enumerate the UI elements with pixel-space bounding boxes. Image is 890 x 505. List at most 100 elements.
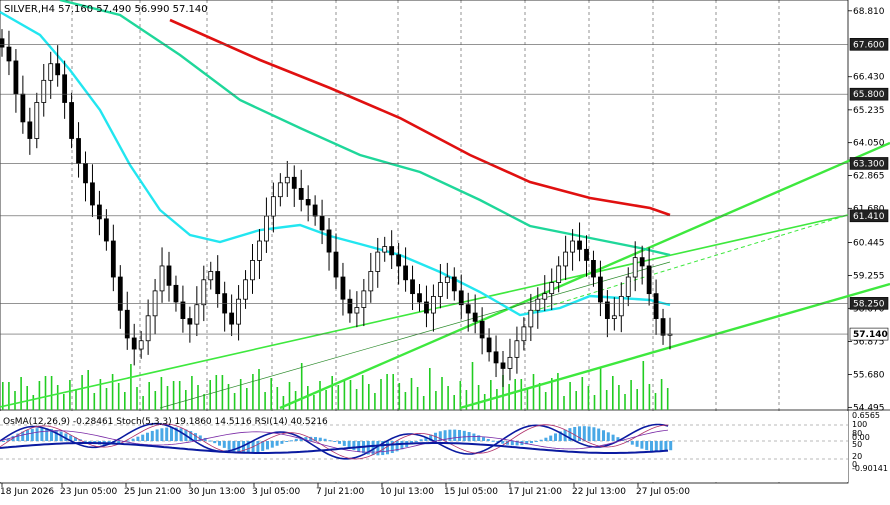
volume-bar [642, 361, 645, 410]
volume-bar [209, 380, 211, 410]
candle-body [389, 246, 395, 256]
channel-middle-line [0, 214, 849, 408]
candle-body [159, 265, 165, 292]
osma-bar [160, 428, 164, 441]
volume-bar [349, 380, 352, 410]
candle-body [270, 196, 276, 217]
osma-bar [386, 441, 389, 455]
price-label: 58.250 [853, 299, 885, 309]
osma-bar [131, 438, 135, 441]
candle-body [340, 276, 346, 300]
osma-bar [342, 441, 346, 446]
osma-bar [69, 435, 73, 441]
candle-body [124, 309, 130, 339]
volume-bar [69, 380, 71, 410]
volume-bar [130, 364, 132, 410]
candle-body [201, 279, 207, 306]
volume-bar [178, 381, 181, 410]
volume-bar [605, 390, 608, 410]
osma-bar [45, 428, 49, 441]
candle-body [131, 337, 137, 350]
candles [0, 29, 673, 388]
candle-body [598, 276, 603, 303]
volume-bar [624, 394, 626, 410]
indicator-axis-label: 0.6565 [852, 411, 880, 420]
candle-body [62, 74, 68, 103]
candle-body [20, 93, 26, 123]
candle-body [604, 301, 610, 319]
price-tick-label: 64.050 [853, 139, 885, 149]
osma-bar [443, 430, 447, 441]
osma-bar [290, 440, 293, 442]
candle-body [250, 260, 255, 281]
indicator-axis-label: 0 [852, 460, 857, 469]
volume-bar [453, 395, 455, 410]
osma-bar [640, 441, 644, 449]
candle-body [347, 298, 353, 314]
price-label: 61.410 [853, 212, 885, 222]
volume-bar [581, 377, 584, 410]
osma-bar [323, 438, 327, 441]
osma-bar [275, 441, 279, 446]
volume-bar [325, 390, 327, 410]
volume-bar [404, 392, 407, 410]
volume-bar [166, 386, 169, 410]
volume-bar [63, 394, 65, 410]
candle-body [180, 301, 186, 319]
volume-bar [612, 376, 614, 410]
osma-bar [170, 427, 173, 441]
osma-bar [635, 441, 639, 447]
volume-bar [654, 393, 657, 410]
osma-bar [261, 441, 265, 451]
osma-bar [141, 434, 145, 441]
volume-bar [526, 388, 529, 410]
osma-bar [630, 441, 634, 445]
osma-bar [146, 432, 149, 441]
candle-body [236, 298, 241, 325]
price-tick-label: 61.680 [853, 204, 885, 214]
volume-bar [374, 393, 376, 410]
candle-body [591, 260, 596, 278]
candle-body [264, 215, 269, 242]
volume-bar [660, 379, 663, 410]
osma-bar [237, 441, 241, 453]
volume-bar [239, 379, 242, 410]
volume-bar [154, 391, 157, 410]
osma-bar [472, 433, 476, 441]
volume-bar [197, 385, 199, 410]
volume-bar [93, 393, 96, 410]
candle-body [382, 246, 388, 253]
volume-bar [56, 385, 59, 410]
volume-bar [368, 384, 370, 410]
price-tick-label: 54.495 [853, 403, 885, 413]
osma-bar [256, 441, 260, 453]
volume-bar [136, 387, 138, 410]
volume-bar [160, 377, 163, 410]
osma-bar [429, 434, 433, 441]
osma-bar [669, 441, 673, 451]
candle-body [243, 279, 248, 300]
candle-body [410, 279, 415, 295]
candle-body [215, 271, 221, 295]
volume-bar [8, 382, 10, 410]
candle-body [507, 356, 513, 369]
osma-bar [155, 429, 159, 441]
rsi-line [0, 429, 669, 453]
candle-body [368, 271, 374, 292]
indicator-axis-label: 20 [852, 452, 862, 461]
volume-bar [398, 383, 401, 410]
volume-bar [81, 375, 83, 410]
indicator-axis-label: 50 [852, 440, 862, 449]
candle-body [312, 204, 318, 217]
osma-bar [6, 438, 10, 441]
candle-body [465, 304, 471, 314]
osma-bar [515, 441, 519, 446]
candle-body [110, 240, 116, 278]
volume-bar [307, 386, 309, 410]
candle-body [257, 240, 262, 261]
candle-body [117, 276, 123, 311]
time-tick-label: 22 Jul 13:00 [572, 487, 626, 497]
osma-bar [650, 441, 653, 452]
candle-body [277, 182, 283, 198]
